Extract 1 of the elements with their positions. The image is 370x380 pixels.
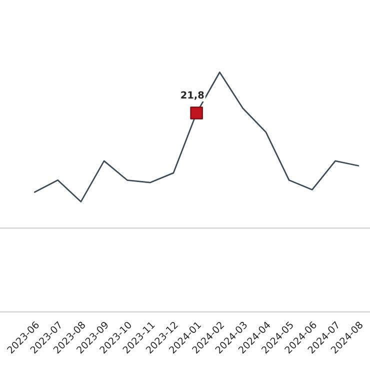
annotation: 21,8 [181, 91, 204, 100]
